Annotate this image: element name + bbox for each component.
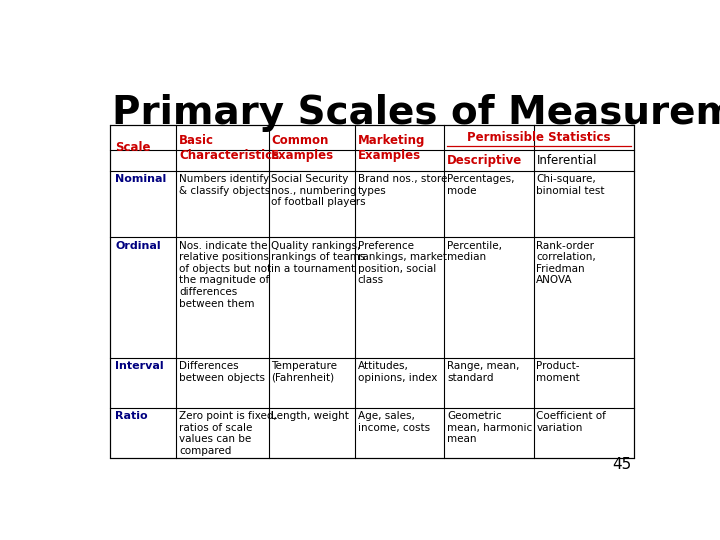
Text: Marketing
Examples: Marketing Examples — [358, 134, 426, 162]
Text: Nos. indicate the
relative positions
of objects but not
the magnitude of
differe: Nos. indicate the relative positions of … — [179, 241, 271, 309]
Text: Brand nos., store
types: Brand nos., store types — [358, 174, 447, 196]
Text: Rank-order
correlation,
Friedman
ANOVA: Rank-order correlation, Friedman ANOVA — [536, 241, 596, 286]
Text: Percentages,
mode: Percentages, mode — [447, 174, 515, 196]
Text: Zero point is fixed,
ratios of scale
values can be
compared: Zero point is fixed, ratios of scale val… — [179, 411, 277, 456]
Text: Temperature
(Fahrenheit): Temperature (Fahrenheit) — [271, 361, 338, 383]
Text: Attitudes,
opinions, index: Attitudes, opinions, index — [358, 361, 437, 383]
Text: Primary Scales of Measurement: Primary Scales of Measurement — [112, 94, 720, 132]
Text: 45: 45 — [612, 457, 631, 472]
Text: Preference
rankings, market
position, social
class: Preference rankings, market position, so… — [358, 241, 447, 286]
Text: Age, sales,
income, costs: Age, sales, income, costs — [358, 411, 430, 433]
Text: Quality rankings,
rankings of teams
in a tournament: Quality rankings, rankings of teams in a… — [271, 241, 366, 274]
Text: Social Security
nos., numbering
of football players: Social Security nos., numbering of footb… — [271, 174, 366, 207]
Text: Ratio: Ratio — [115, 411, 148, 421]
Text: Basic
Characteristics: Basic Characteristics — [179, 134, 279, 162]
Text: Differences
between objects: Differences between objects — [179, 361, 265, 383]
Text: Permissible Statistics: Permissible Statistics — [467, 131, 611, 144]
Text: Common
Examples: Common Examples — [271, 134, 335, 162]
Text: Geometric
mean, harmonic
mean: Geometric mean, harmonic mean — [447, 411, 532, 444]
Bar — [109, 125, 634, 458]
Text: Length, weight: Length, weight — [271, 411, 349, 421]
Text: Interval: Interval — [115, 361, 163, 372]
Text: Percentile,
median: Percentile, median — [447, 241, 502, 262]
Text: Range, mean,
standard: Range, mean, standard — [447, 361, 520, 383]
Text: Ordinal: Ordinal — [115, 241, 161, 251]
Text: Nominal: Nominal — [115, 174, 166, 184]
Text: Product-
moment: Product- moment — [536, 361, 580, 383]
Text: Numbers identify
& classify objects: Numbers identify & classify objects — [179, 174, 271, 196]
Text: Chi-square,
binomial test: Chi-square, binomial test — [536, 174, 605, 196]
Text: Coefficient of
variation: Coefficient of variation — [536, 411, 606, 433]
Text: Inferential: Inferential — [536, 154, 597, 167]
Text: Scale: Scale — [115, 141, 150, 154]
Text: Descriptive: Descriptive — [447, 154, 523, 167]
